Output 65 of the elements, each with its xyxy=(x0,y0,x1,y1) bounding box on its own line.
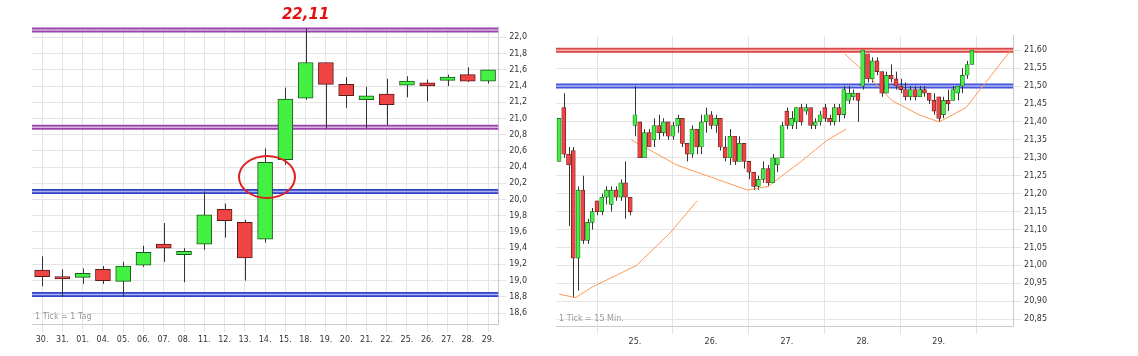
x-tick-label: 01. xyxy=(76,335,90,345)
annotation: 22,11 xyxy=(281,4,330,23)
x-tick-label: 15. xyxy=(279,335,292,345)
x-tick-label: 22. xyxy=(380,335,394,345)
x-tick-label: 25. xyxy=(628,337,642,347)
y-tick-label: 20,0 xyxy=(509,194,527,204)
y-tick-label: 20,90 xyxy=(1024,296,1047,306)
y-tick-label: 21,35 xyxy=(1024,134,1047,144)
x-tick-label: 19. xyxy=(319,335,333,345)
x-tick-label: 05. xyxy=(116,335,130,345)
y-tick-label: 20,85 xyxy=(1024,314,1047,324)
annotation: 1 Tick = 15 Min. xyxy=(559,314,624,324)
y-tick-label: 18,6 xyxy=(509,308,527,318)
x-tick-label: 27. xyxy=(441,335,454,345)
y-tick-label: 21,25 xyxy=(1024,170,1047,180)
x-tick-label: 18. xyxy=(299,335,312,345)
y-tick-label: 21,30 xyxy=(1024,152,1047,162)
y-tick-label: 21,20 xyxy=(1024,188,1047,198)
y-tick-label: 19,4 xyxy=(509,243,527,253)
annotation: 1 Tick = 1 Tag xyxy=(35,312,92,322)
x-tick-label: 31. xyxy=(56,335,69,345)
x-tick-label: 14. xyxy=(258,335,272,345)
y-tick-label: 21,60 xyxy=(1024,45,1047,55)
y-tick-label: 21,0 xyxy=(509,113,527,123)
x-tick-label: 30. xyxy=(35,335,49,345)
y-tick-label: 20,4 xyxy=(509,162,527,172)
y-tick-label: 21,45 xyxy=(1024,99,1047,109)
x-tick-label: 04. xyxy=(96,335,110,345)
x-tick-label: 26. xyxy=(704,337,718,347)
y-tick-label: 21,6 xyxy=(509,64,527,74)
x-tick-label: 28. xyxy=(856,337,870,347)
y-tick-label: 21,10 xyxy=(1024,224,1047,234)
y-tick-label: 21,55 xyxy=(1024,63,1047,73)
y-tick-label: 21,40 xyxy=(1024,116,1047,126)
y-tick-label: 21,50 xyxy=(1024,81,1047,91)
x-tick-label: 11. xyxy=(197,335,211,345)
y-tick-label: 21,2 xyxy=(509,97,527,107)
x-tick-label: 25. xyxy=(400,335,414,345)
y-tick-label: 20,6 xyxy=(509,145,527,155)
y-tick-label: 19,8 xyxy=(509,210,527,220)
x-tick-label: 08. xyxy=(177,335,191,345)
x-tick-label: 13. xyxy=(238,335,252,345)
y-tick-label: 18,8 xyxy=(509,291,527,301)
x-tick-label: 06. xyxy=(137,335,150,345)
y-tick-label: 19,6 xyxy=(509,227,527,237)
y-tick-label: 20,2 xyxy=(509,178,527,188)
y-tick-label: 21,15 xyxy=(1024,206,1047,216)
y-tick-label: 22,0 xyxy=(509,32,527,42)
x-tick-label: 29. xyxy=(481,335,495,345)
x-tick-label: 26. xyxy=(420,335,434,345)
y-tick-label: 19,0 xyxy=(509,275,527,285)
x-tick-label: 21. xyxy=(360,335,373,345)
y-tick-label: 21,00 xyxy=(1024,260,1047,270)
x-tick-label: 12. xyxy=(218,335,231,345)
x-tick-label: 07. xyxy=(157,335,171,345)
y-tick-label: 21,8 xyxy=(509,48,527,58)
y-tick-label: 20,8 xyxy=(509,129,527,139)
y-tick-label: 21,05 xyxy=(1024,242,1047,252)
x-tick-label: 28. xyxy=(461,335,475,345)
x-tick-label: 27. xyxy=(780,337,794,347)
y-tick-label: 19,2 xyxy=(509,259,527,269)
y-tick-label: 20,95 xyxy=(1024,278,1047,288)
x-tick-label: 20. xyxy=(339,335,353,345)
x-tick-label: 29. xyxy=(932,337,946,347)
y-tick-label: 21,4 xyxy=(509,81,527,91)
